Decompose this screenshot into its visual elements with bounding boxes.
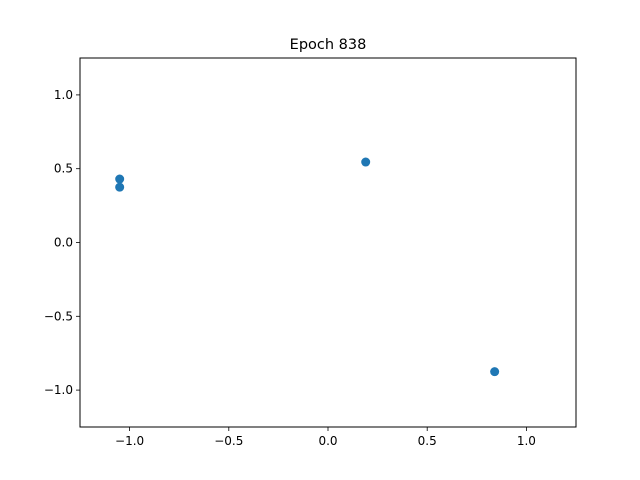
scatter-point — [490, 367, 500, 377]
plot-area: −1.0 −0.5 0.0 0.5 1.0 1.0 0.5 0.0 −0.5 −1.0 — [44, 88, 536, 448]
x-tick-label: −1.0 — [115, 434, 144, 448]
y-tick-label: 0.5 — [54, 162, 73, 176]
y-tick-label: −1.0 — [44, 383, 73, 397]
y-tick-label: −0.5 — [44, 309, 73, 323]
x-tick-label: 0.0 — [318, 434, 337, 448]
chart-title: Epoch 838 — [290, 37, 367, 53]
x-tick-label: 1.0 — [517, 434, 536, 448]
y-tick-label: 1.0 — [54, 88, 73, 102]
axes-frame — [79, 57, 577, 428]
x-tick-label: −0.5 — [214, 434, 243, 448]
scatter-point — [115, 182, 125, 192]
scatter-point — [361, 157, 371, 167]
x-tick-label: 0.5 — [418, 434, 437, 448]
scatter-point — [115, 174, 125, 184]
y-tick-label: 0.0 — [54, 236, 73, 250]
